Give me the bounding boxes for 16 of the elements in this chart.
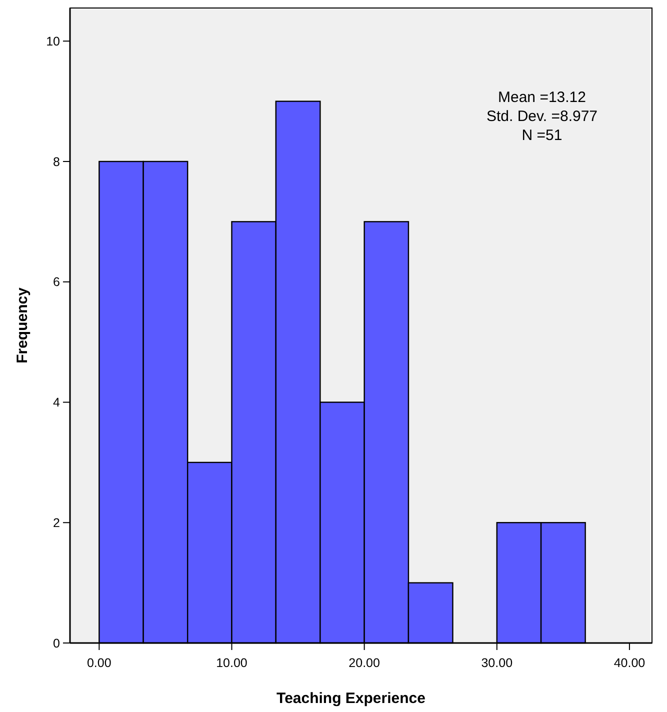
y-tick-label: 8 xyxy=(53,154,60,169)
y-tick-label: 10 xyxy=(46,34,60,48)
x-tick-label: 0.00 xyxy=(86,656,112,670)
y-tick-label: 0 xyxy=(53,636,60,650)
annotation: Std. Dev. =8.977 xyxy=(486,108,598,125)
x-tick-label: 40.00 xyxy=(614,656,646,670)
y-tick-label: 2 xyxy=(53,516,60,530)
y-tick-label: 4 xyxy=(53,396,60,410)
x-tick-label: 10.00 xyxy=(216,656,248,670)
x-tick-label: 30.00 xyxy=(481,656,513,670)
y-axis-title: Frequency xyxy=(14,286,31,364)
x-axis-title: Teaching Experience xyxy=(276,690,426,707)
x-tick-label: 20.00 xyxy=(348,656,380,670)
y-tick-label: 6 xyxy=(53,275,60,290)
annotation: Mean =13.12 xyxy=(498,89,586,106)
annotation: N =51 xyxy=(522,127,562,144)
